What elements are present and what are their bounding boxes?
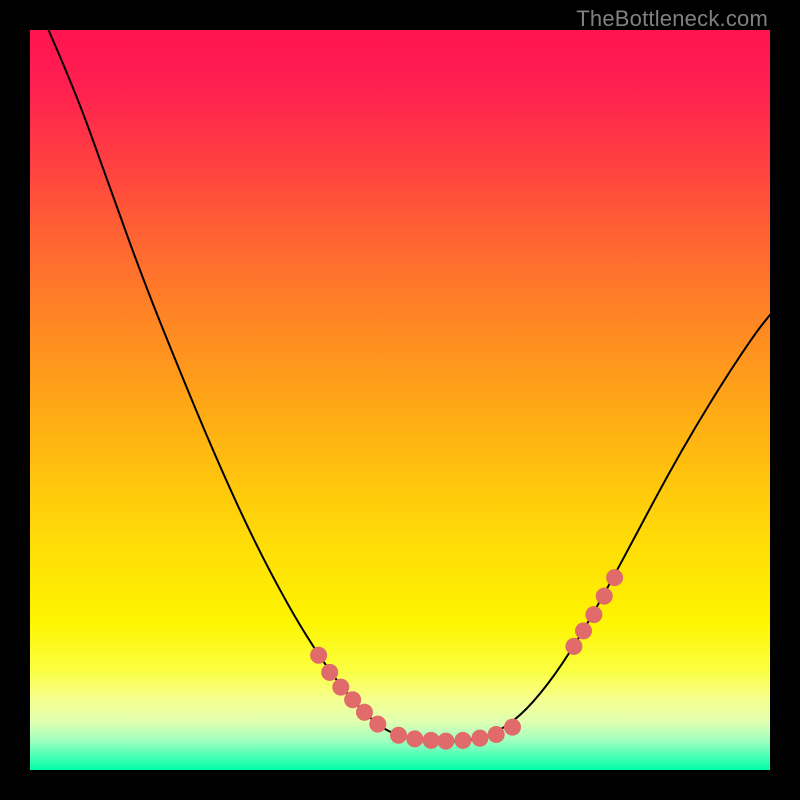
curve-marker <box>311 647 327 663</box>
curve-marker <box>504 719 520 735</box>
curve-marker <box>596 588 612 604</box>
gradient-background <box>30 30 770 770</box>
curve-marker <box>391 727 407 743</box>
curve-marker <box>345 692 361 708</box>
curve-marker <box>472 730 488 746</box>
curve-marker <box>322 664 338 680</box>
curve-marker <box>438 733 454 749</box>
plot-area <box>30 30 770 770</box>
curve-marker <box>576 623 592 639</box>
curve-marker <box>370 716 386 732</box>
curve-marker <box>455 732 471 748</box>
gradient-and-curve-svg <box>30 30 770 770</box>
curve-marker <box>488 726 504 742</box>
curve-marker <box>333 679 349 695</box>
curve-marker <box>407 731 423 747</box>
curve-marker <box>607 570 623 586</box>
watermark-text: TheBottleneck.com <box>576 6 768 32</box>
curve-marker <box>566 638 582 654</box>
curve-marker <box>586 607 602 623</box>
curve-marker <box>423 732 439 748</box>
curve-marker <box>356 704 372 720</box>
